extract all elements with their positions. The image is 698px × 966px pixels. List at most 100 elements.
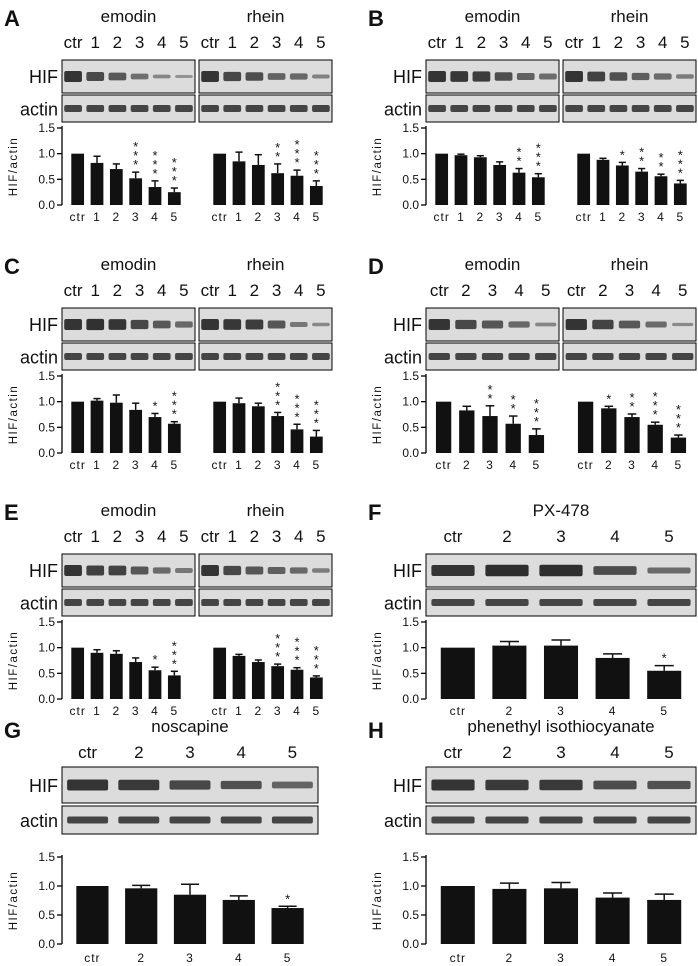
hif-band bbox=[472, 71, 491, 82]
hif-band bbox=[245, 319, 264, 330]
actin-band bbox=[245, 353, 264, 360]
y-tick-label: 0.5 bbox=[402, 420, 419, 434]
hif-band bbox=[647, 780, 691, 790]
lane-label: 2 bbox=[250, 33, 259, 52]
bar bbox=[482, 416, 498, 453]
actin-band bbox=[289, 105, 308, 112]
actin-band bbox=[494, 105, 513, 112]
lane-label: 3 bbox=[272, 33, 281, 52]
y-tick-label: 1.5 bbox=[38, 121, 55, 135]
bar bbox=[440, 886, 475, 944]
hif-band bbox=[431, 565, 475, 576]
x-tick-label: 4 bbox=[609, 704, 617, 718]
bar bbox=[647, 424, 663, 453]
actin-band bbox=[508, 353, 530, 360]
significance-stars: * * * bbox=[275, 631, 280, 664]
bar bbox=[71, 647, 85, 699]
x-tick-label: ctr bbox=[69, 458, 85, 472]
significance-stars: * * * bbox=[314, 397, 319, 430]
significance-stars: * * * bbox=[172, 638, 177, 671]
row-label-hif: HIF bbox=[29, 776, 58, 796]
lane-label: ctr bbox=[565, 33, 584, 52]
hif-band bbox=[676, 74, 694, 79]
lane-label: 3 bbox=[135, 33, 144, 52]
row-label-actin: actin bbox=[20, 99, 58, 119]
actin-band bbox=[152, 105, 171, 112]
hif-band bbox=[450, 71, 469, 82]
y-tick-label: 0.0 bbox=[38, 198, 55, 212]
y-axis-label: HIF/actin bbox=[372, 385, 384, 445]
panel-G: G HIF actin noscapine ctr 2 3 4 5 0.0 0.5 1.0 1.5 HIF… bbox=[4, 717, 319, 965]
bar bbox=[76, 886, 109, 944]
lane-label: 5 bbox=[316, 281, 325, 300]
x-tick-label: ctr bbox=[69, 210, 85, 224]
actin-band bbox=[86, 599, 105, 606]
y-axis-label: HIF/actin bbox=[372, 137, 384, 197]
lane-label: 2 bbox=[113, 527, 122, 546]
actin-blot bbox=[198, 94, 333, 123]
actin-band bbox=[130, 599, 149, 606]
y-axis-label: HIF/actin bbox=[8, 631, 20, 691]
actin-band bbox=[609, 105, 628, 112]
y-tick-label: 1.5 bbox=[402, 850, 419, 864]
lane-label: 3 bbox=[556, 527, 565, 546]
compound-label: rhein bbox=[611, 255, 649, 274]
lane-label: 5 bbox=[664, 743, 673, 762]
bar bbox=[492, 645, 527, 699]
actin-band bbox=[289, 353, 308, 360]
bar bbox=[493, 164, 507, 205]
lane-label: 3 bbox=[135, 527, 144, 546]
bar bbox=[435, 401, 452, 453]
actin-band bbox=[175, 353, 193, 360]
actin-band bbox=[472, 105, 491, 112]
hif-band bbox=[431, 779, 475, 791]
actin-band bbox=[223, 599, 242, 606]
lane-label: 5 bbox=[543, 33, 552, 52]
x-tick-label: ctr bbox=[69, 704, 85, 718]
hif-band bbox=[312, 322, 330, 327]
lane-label: 3 bbox=[488, 281, 497, 300]
hif-band bbox=[152, 567, 171, 574]
lane-label: 2 bbox=[113, 33, 122, 52]
lane-label: ctr bbox=[428, 33, 447, 52]
lane-label: 2 bbox=[477, 33, 486, 52]
y-tick-label: 1.5 bbox=[402, 369, 419, 383]
hif-band bbox=[428, 71, 446, 82]
x-tick-label: 2 bbox=[605, 458, 613, 472]
y-axis-label: HIF/actin bbox=[372, 631, 384, 691]
actin-band bbox=[593, 599, 637, 606]
hif-band bbox=[223, 71, 242, 82]
bar bbox=[125, 888, 158, 944]
lane-label: 1 bbox=[91, 281, 100, 300]
x-tick-label: 4 bbox=[515, 210, 523, 224]
actin-band bbox=[565, 105, 583, 112]
actin-band bbox=[86, 353, 105, 360]
significance-stars: * * * bbox=[653, 389, 658, 422]
x-tick-label: 2 bbox=[112, 704, 120, 718]
significance-stars: * * * bbox=[534, 396, 539, 429]
bar bbox=[543, 645, 579, 699]
panel-letter: B bbox=[368, 6, 384, 31]
bar bbox=[271, 666, 285, 699]
hif-band bbox=[267, 73, 286, 80]
actin-band bbox=[516, 105, 535, 112]
actin-band bbox=[108, 599, 127, 606]
bar bbox=[148, 417, 162, 453]
y-tick-label: 1.0 bbox=[402, 641, 419, 655]
hif-band bbox=[535, 322, 557, 327]
actin-band bbox=[618, 353, 641, 360]
lane-label: 4 bbox=[521, 33, 530, 52]
x-tick-label: 4 bbox=[235, 951, 243, 965]
significance-stars: * bbox=[152, 652, 157, 667]
compound-label: emodin bbox=[101, 501, 157, 520]
bar bbox=[129, 662, 143, 699]
x-tick-label: 1 bbox=[457, 210, 465, 224]
bar bbox=[512, 172, 526, 205]
lane-label: 4 bbox=[157, 33, 166, 52]
bar bbox=[309, 677, 323, 699]
x-tick-label: ctr bbox=[84, 951, 100, 965]
actin-band bbox=[676, 105, 694, 112]
y-tick-label: 1.0 bbox=[402, 147, 419, 161]
